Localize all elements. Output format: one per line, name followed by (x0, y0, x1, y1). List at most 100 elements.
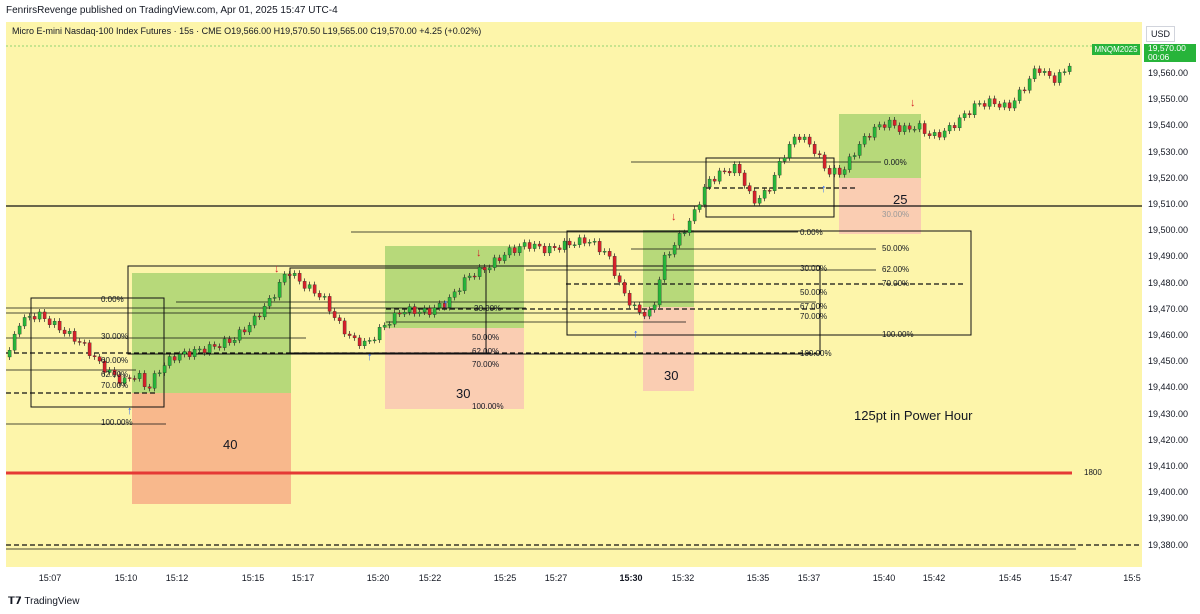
candle-up (957, 117, 962, 129)
candle-down (62, 329, 67, 334)
candle-down (347, 333, 352, 336)
price-axis-label: 19,480.00 (1148, 277, 1189, 288)
time-axis-label: 15:10 (114, 573, 138, 583)
candle-down (637, 304, 642, 313)
candle-up (917, 123, 922, 130)
candle-up (467, 275, 472, 278)
candle-up (487, 267, 492, 271)
candle-down (77, 341, 82, 343)
price-axis[interactable] (1142, 22, 1200, 567)
time-axis-label: 15:47 (1049, 573, 1073, 583)
candle-up (522, 242, 527, 247)
candle-down (817, 153, 822, 156)
currency-button[interactable]: USD (1146, 26, 1176, 42)
candle-up (402, 312, 407, 315)
level-1800-label: 1800 (1084, 468, 1102, 477)
candle-down (982, 103, 987, 107)
candle-down (357, 337, 362, 347)
zone-points-30: 30 (456, 386, 471, 401)
candle-up (602, 251, 607, 253)
candle-down (537, 243, 542, 247)
candle-up (782, 157, 787, 162)
candle-down (212, 344, 217, 347)
candle-down (1052, 75, 1057, 83)
candle-down (1047, 71, 1052, 76)
fib-label: 30.00% (101, 332, 129, 341)
candle-up (447, 297, 452, 308)
candle-down (512, 247, 517, 253)
candle-up (27, 316, 32, 318)
candle-up (947, 125, 952, 132)
candle-up (392, 312, 397, 325)
candle-up (1057, 72, 1062, 83)
candle-up (272, 297, 277, 299)
candle-up (762, 190, 767, 199)
candle-up (507, 247, 512, 256)
time-axis-label: 15:45 (998, 573, 1022, 583)
candle-up (962, 113, 967, 118)
chart-area[interactable]: ↑ ↑ ↑ ↑ ↑ ↓ ↓ ↓ ↓ (6, 22, 1142, 567)
candle-up (152, 373, 157, 389)
candle-down (882, 124, 887, 128)
candle-down (712, 178, 717, 182)
candle-up (22, 317, 27, 327)
fib-label: 0.00% (101, 295, 124, 304)
fib-box-3 (566, 230, 972, 336)
candle-up (772, 174, 777, 191)
candle-up (777, 161, 782, 176)
candle-up (307, 284, 312, 289)
last-price-tag: 19,570.00 00:06 (1144, 44, 1196, 62)
time-axis-label: 15:15 (241, 573, 265, 583)
candle-up (847, 156, 852, 170)
candle-up (717, 170, 722, 182)
candle-down (907, 125, 912, 130)
candle-up (697, 204, 702, 210)
candle-up (1042, 71, 1047, 73)
candle-down (627, 292, 632, 306)
fib-label: 50.00% (800, 288, 828, 297)
candle-down (482, 267, 487, 271)
setup-zones (132, 114, 921, 504)
candle-down (337, 317, 342, 322)
candle-down (557, 247, 562, 250)
candle-down (72, 331, 77, 342)
candle-up (37, 311, 42, 320)
fib-label: 70.00% (800, 312, 828, 321)
candle-up (7, 349, 12, 358)
fib-boxes (30, 157, 972, 408)
candle-down (642, 312, 647, 317)
candle-up (122, 377, 127, 384)
candle-down (472, 275, 477, 278)
candle-down (242, 329, 247, 333)
candle-down (597, 241, 602, 253)
time-axis-label: 15:40 (872, 573, 896, 583)
candle-down (1037, 68, 1042, 73)
candle-down (317, 293, 322, 298)
tradingview-logo[interactable]: 𝗧𝟳 TradingView (8, 596, 79, 607)
candle-down (722, 170, 727, 173)
time-axis-label: 15:5 (1123, 573, 1141, 583)
candle-up (877, 124, 882, 128)
fib-label: 0.00% (800, 228, 823, 237)
price-axis-label: 19,530.00 (1148, 146, 1189, 157)
price-axis-label: 19,510.00 (1148, 199, 1189, 209)
candle-up (652, 304, 657, 310)
fib-label: 30.00% (882, 210, 910, 219)
zone-points-25: 25 (893, 192, 908, 207)
candle-down (822, 154, 827, 169)
time-axis[interactable] (6, 567, 1142, 589)
last-price: 19,570.00 (1148, 43, 1186, 53)
candle-up (67, 331, 72, 334)
publish-text: FenrirsRevenge published on TradingView.… (6, 5, 338, 16)
time-axis-label: 15:35 (746, 573, 770, 583)
candle-up (672, 245, 677, 255)
fib-box-2 (289, 267, 487, 354)
power-hour-note: 125pt in Power Hour (854, 408, 973, 423)
candle-down (837, 167, 842, 175)
candle-up (17, 325, 22, 335)
candle-up (912, 128, 917, 131)
candle-up (457, 290, 462, 292)
candle-up (1012, 100, 1017, 109)
candle-up (492, 257, 497, 268)
fib-label: 100.00% (882, 330, 914, 339)
